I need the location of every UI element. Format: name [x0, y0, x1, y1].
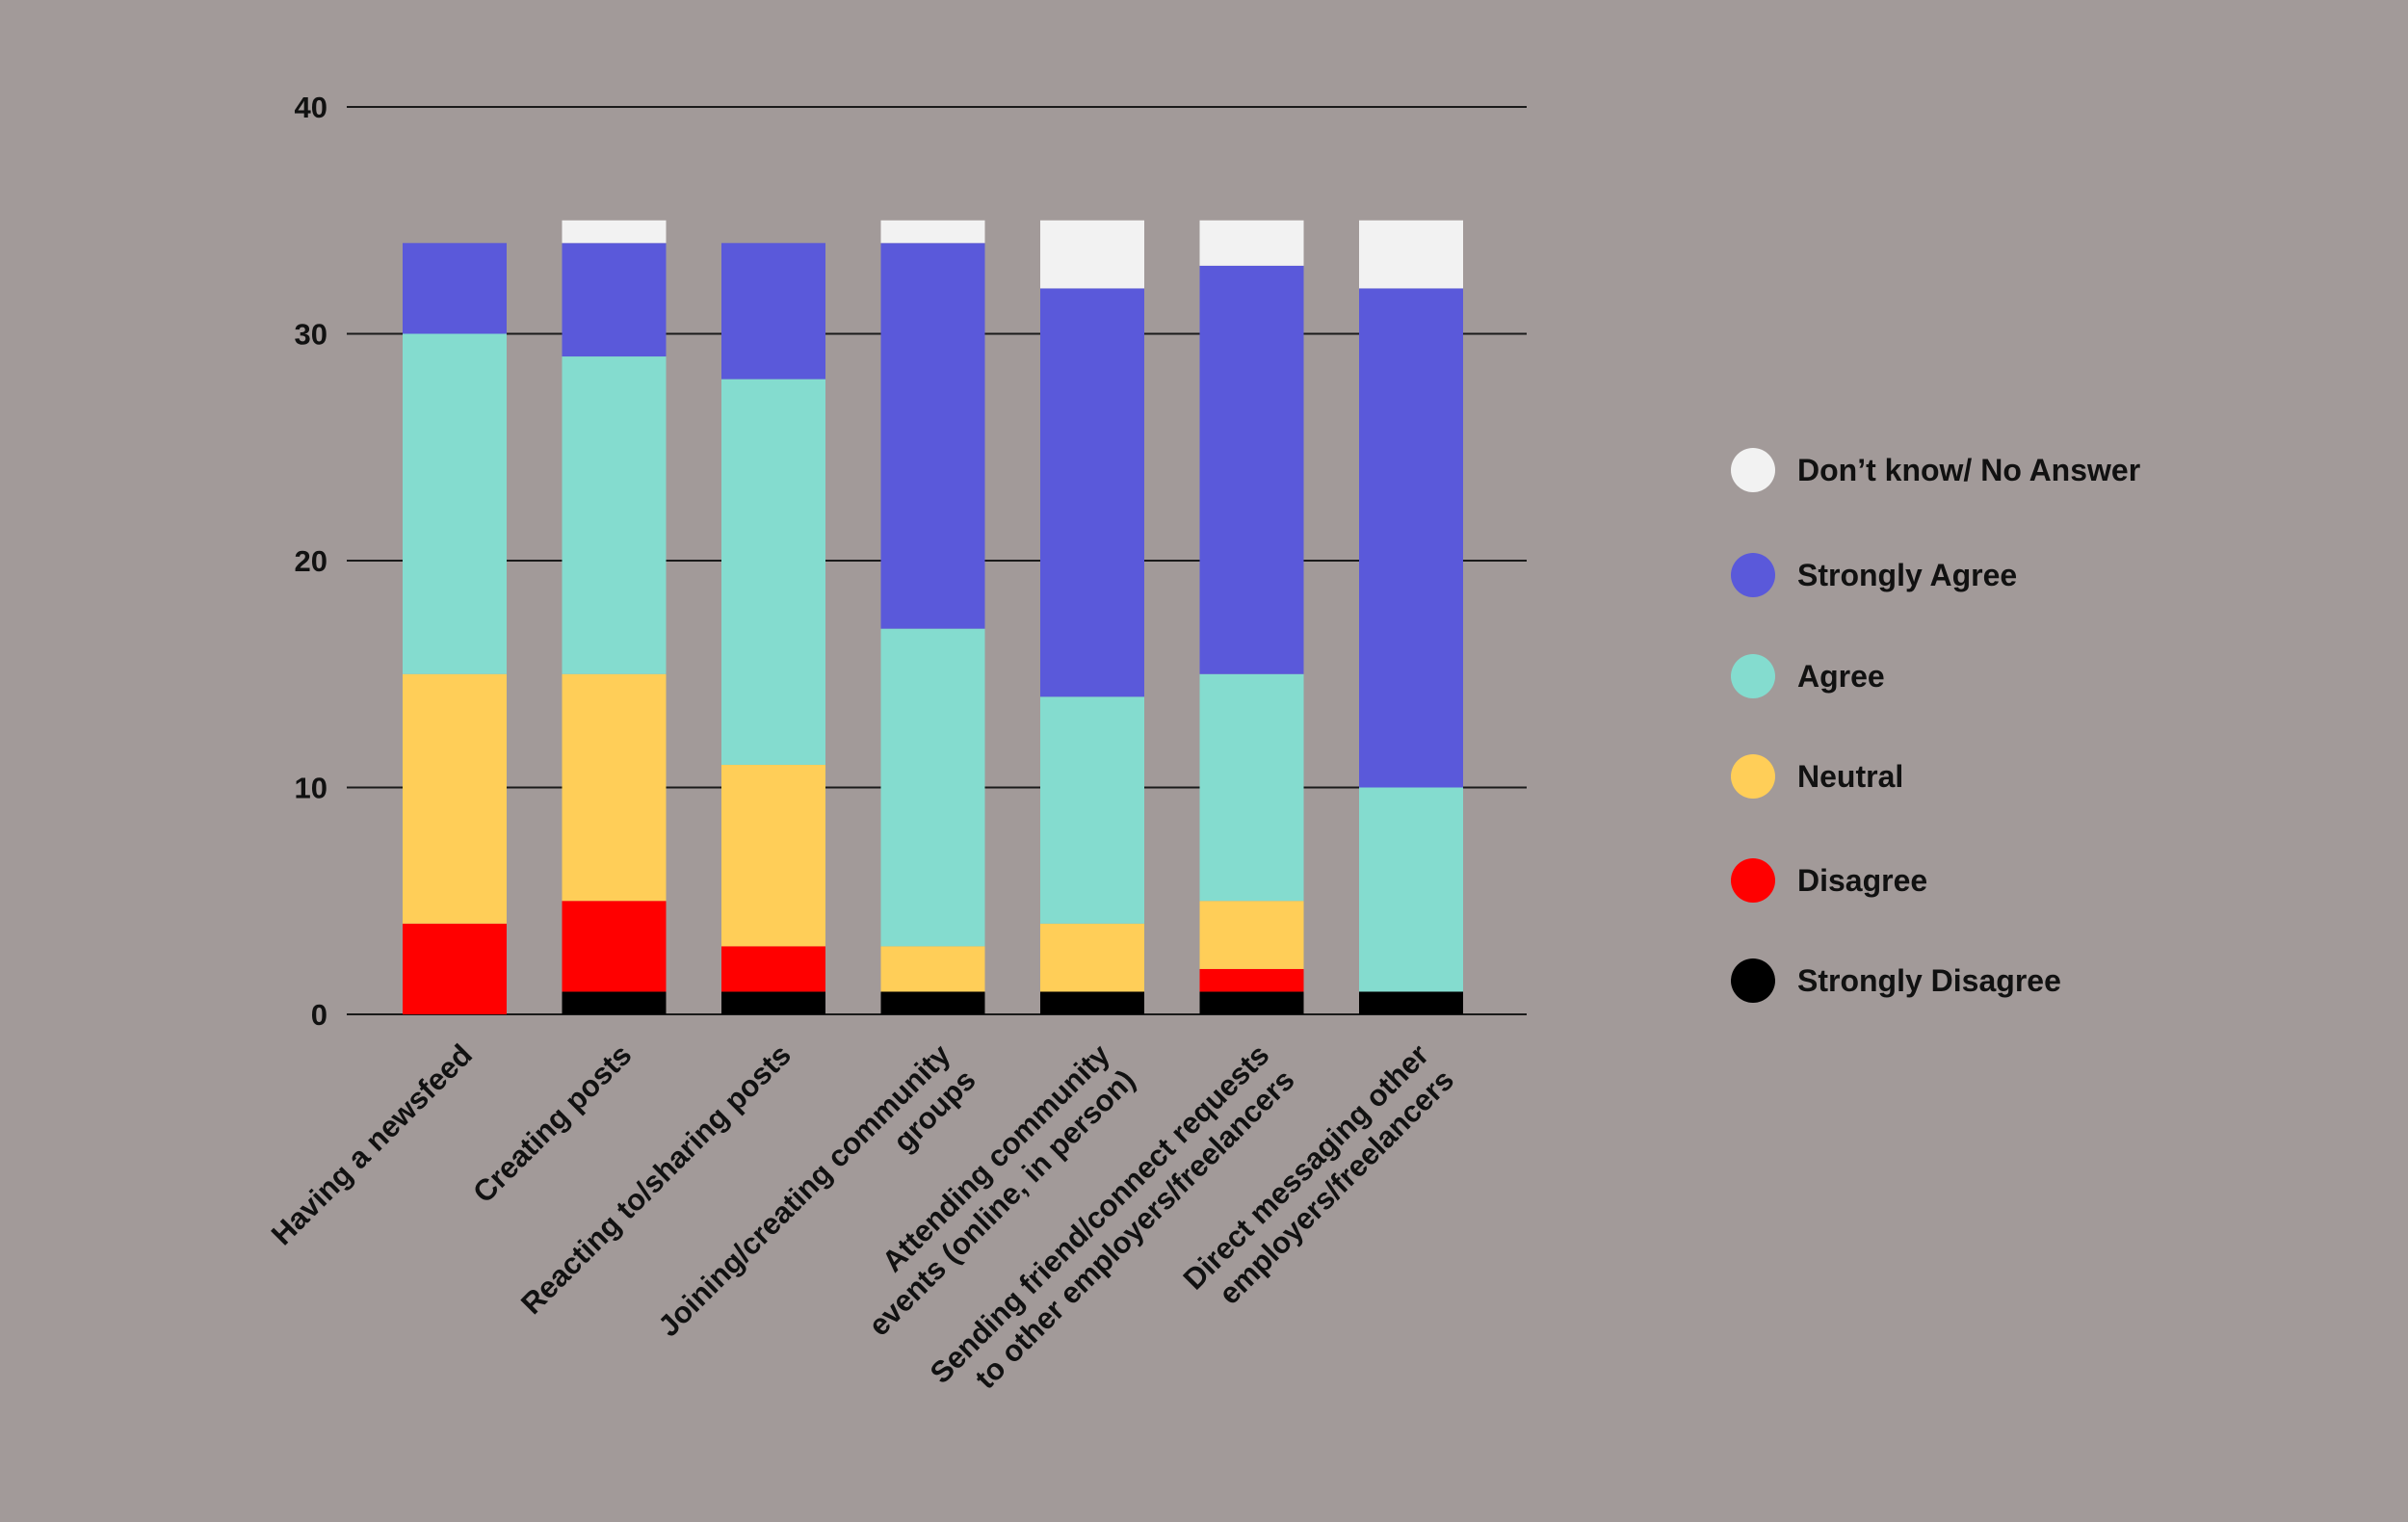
bar-stack: [403, 243, 507, 1014]
legend-item-neutral: Neutral: [1731, 754, 1903, 799]
bar-segment-strongly-disagree: [1359, 991, 1463, 1014]
bar-stack: [721, 243, 825, 1014]
legend-item-disagree: Disagree: [1731, 858, 1927, 903]
bar-segment-strongly-disagree: [1040, 991, 1144, 1014]
bar-segment-strongly-agree: [1040, 288, 1144, 697]
x-tick-label: Reacting to/sharing posts: [514, 1037, 798, 1321]
bar-segment-neutral: [721, 764, 825, 947]
bar-segment-neutral: [562, 673, 667, 902]
legend: Don’t know/ No Answer Strongly Agree Agree…: [1731, 448, 2140, 1003]
bar-stack: [1040, 220, 1144, 1014]
bar-segment-agree: [1040, 696, 1144, 924]
y-tick-label: 30: [295, 318, 327, 352]
bar-segment-disagree: [403, 923, 507, 1014]
legend-label: Agree: [1797, 659, 1885, 694]
legend-swatch: [1731, 553, 1775, 597]
bar-segment-don-t-know-no-answer: [562, 220, 667, 244]
x-tick-label-line: Creating posts: [466, 1037, 638, 1209]
bar-segment-neutral: [403, 673, 507, 924]
legend-swatch: [1731, 958, 1775, 1003]
bar-segment-strongly-disagree: [880, 991, 985, 1014]
bar-segment-strongly-agree: [1199, 265, 1304, 674]
legend-label: Don’t know/ No Answer: [1797, 453, 2140, 487]
legend-item-agree: Agree: [1731, 654, 1885, 698]
legend-label: Strongly Agree: [1797, 558, 2017, 592]
bar-segment-don-t-know-no-answer: [880, 220, 985, 244]
legend-label: Strongly Disagree: [1797, 963, 2061, 998]
bar-segment-agree: [403, 333, 507, 674]
bar-segment-strongly-agree: [403, 243, 507, 334]
bar-segment-agree: [562, 356, 667, 674]
y-tick-label: 20: [295, 544, 327, 578]
legend-item-don-t-know-no-answer: Don’t know/ No Answer: [1731, 448, 2140, 492]
bar-segment-agree: [880, 628, 985, 947]
bar-segment-strongly-agree: [562, 243, 667, 357]
legend-label: Disagree: [1797, 863, 1927, 898]
legend-swatch: [1731, 858, 1775, 903]
bar-segment-neutral: [880, 946, 985, 992]
bar-segment-disagree: [721, 946, 825, 992]
legend-item-strongly-agree: Strongly Agree: [1731, 553, 2017, 597]
bar-segment-agree: [1199, 673, 1304, 902]
y-axis: 0 10 20 30 40: [295, 91, 327, 1032]
x-tick-label-line: Having a newsfeed: [265, 1037, 479, 1251]
bar-segment-agree: [721, 379, 825, 765]
x-tick-label: Having a newsfeed: [265, 1037, 479, 1251]
bar-segment-agree: [1359, 787, 1463, 992]
bar-stack: [1199, 220, 1304, 1014]
bar-segment-neutral: [1199, 901, 1304, 969]
bar-segment-disagree: [562, 901, 667, 992]
bar-segment-don-t-know-no-answer: [1040, 220, 1144, 289]
x-tick-label-line: Reacting to/sharing posts: [514, 1037, 798, 1321]
bar-segment-strongly-disagree: [721, 991, 825, 1014]
bar-segment-strongly-disagree: [562, 991, 667, 1014]
bar-stack: [880, 220, 985, 1014]
legend-swatch: [1731, 448, 1775, 492]
bar-segment-strongly-agree: [880, 243, 985, 629]
y-tick-label: 10: [295, 772, 327, 805]
bar-segment-neutral: [1040, 923, 1144, 992]
bar-segment-strongly-agree: [721, 243, 825, 380]
bar-segment-disagree: [1199, 968, 1304, 992]
bar-segment-don-t-know-no-answer: [1199, 220, 1304, 266]
legend-swatch: [1731, 654, 1775, 698]
bars: [403, 220, 1463, 1014]
legend-swatch: [1731, 754, 1775, 799]
legend-label: Neutral: [1797, 759, 1903, 794]
y-tick-label: 40: [295, 91, 327, 124]
legend-item-strongly-disagree: Strongly Disagree: [1731, 958, 2061, 1003]
y-tick-label: 0: [311, 998, 327, 1032]
x-tick-label: Attending communityevents (online, in pe…: [837, 1037, 1142, 1343]
bar-stack: [1359, 220, 1463, 1014]
bar-segment-don-t-know-no-answer: [1359, 220, 1463, 289]
bar-stack: [562, 220, 667, 1014]
bar-segment-strongly-disagree: [1199, 991, 1304, 1014]
bar-segment-strongly-agree: [1359, 288, 1463, 788]
x-tick-label: Creating posts: [466, 1037, 638, 1209]
